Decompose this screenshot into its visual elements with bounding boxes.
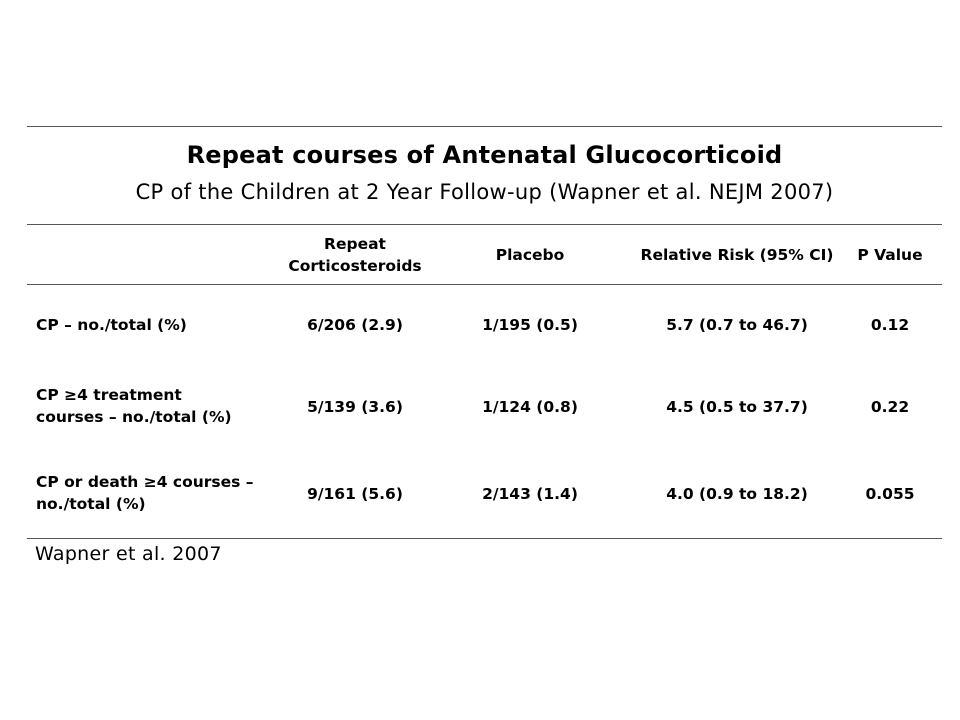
- header-top-rule: [27, 224, 942, 225]
- row-1-label: CP – no./total (%): [36, 316, 187, 334]
- row-1-repeat: 6/206 (2.9): [307, 316, 403, 334]
- header-p-value: P Value: [857, 246, 923, 264]
- row-2-placebo: 1/124 (0.8): [482, 398, 578, 416]
- row-3-repeat: 9/161 (5.6): [307, 485, 403, 503]
- header-bottom-rule: [27, 284, 942, 285]
- row-3-relative-risk: 4.0 (0.9 to 18.2): [666, 485, 808, 503]
- header-relative-risk: Relative Risk (95% CI): [640, 246, 834, 264]
- row-2-p-value: 0.22: [870, 398, 910, 416]
- row-2-relative-risk: 4.5 (0.5 to 37.7): [666, 398, 808, 416]
- header-placebo: Placebo: [495, 246, 565, 264]
- row-3-label: CP or death ≥4 courses – no./total (%): [36, 473, 254, 513]
- row-2-label: CP ≥4 treatment courses – no./total (%): [36, 386, 232, 426]
- row-3-placebo: 2/143 (1.4): [482, 485, 578, 503]
- row-1-placebo: 1/195 (0.5): [482, 316, 578, 334]
- slide-subtitle: CP of the Children at 2 Year Follow-up (…: [135, 180, 834, 204]
- header-repeat-corticosteroids: Repeat Corticosteroids: [288, 235, 422, 275]
- row-1-relative-risk: 5.7 (0.7 to 46.7): [666, 316, 808, 334]
- top-rule: [27, 126, 942, 127]
- table-bottom-rule: [27, 538, 942, 539]
- source-citation: Wapner et al. 2007: [35, 543, 222, 565]
- row-3-p-value: 0.055: [865, 485, 915, 503]
- slide-title: Repeat courses of Antenatal Glucocortico…: [186, 141, 783, 169]
- row-2-repeat: 5/139 (3.6): [307, 398, 403, 416]
- row-1-p-value: 0.12: [870, 316, 910, 334]
